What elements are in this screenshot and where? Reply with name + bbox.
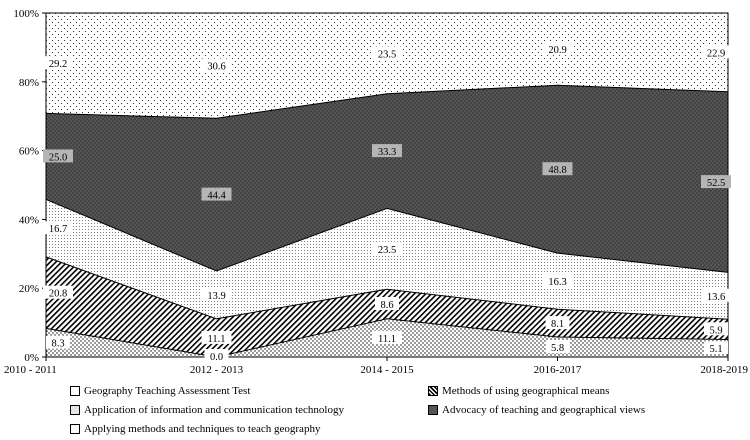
legend: Geography Teaching Assessment Test Metho… <box>0 381 750 440</box>
data-label: 44.4 <box>207 191 226 202</box>
data-label: 48.8 <box>548 165 566 176</box>
area-series-3 <box>46 85 728 273</box>
data-label-bg <box>43 285 73 299</box>
legend-label: Geography Teaching Assessment Test <box>84 385 251 397</box>
data-label: 5.8 <box>551 343 564 354</box>
data-label-bg <box>704 341 728 355</box>
data-label-bg <box>372 144 402 158</box>
data-label: 22.9 <box>707 48 725 59</box>
data-label: 23.5 <box>378 49 396 60</box>
data-label-bg <box>542 274 573 288</box>
legend-item-assessment-test: Geography Teaching Assessment Test <box>70 385 250 397</box>
data-label-bg <box>43 56 73 70</box>
x-tick-label: 2010 - 2011 <box>4 364 57 376</box>
x-tick-label: 2018-2019 <box>700 364 748 376</box>
series-boundary-2 <box>45 198 729 273</box>
data-label: 8.3 <box>51 339 64 350</box>
data-label-bg <box>201 287 232 301</box>
legend-swatch <box>70 405 80 415</box>
data-label-bg <box>704 322 728 336</box>
legend-label: Application of information and communica… <box>84 404 344 416</box>
data-label-bg <box>372 330 402 344</box>
legend-item-geographical-means: Methods of using geographical means <box>428 385 609 397</box>
data-label-bg <box>43 149 73 163</box>
data-label-bg <box>545 316 570 330</box>
y-tick-label: 0% <box>24 352 39 364</box>
legend-item-ict: Application of information and communica… <box>70 404 344 416</box>
data-label: 8.6 <box>380 300 393 311</box>
legend-item-advocacy: Advocacy of teaching and geographical vi… <box>428 404 645 416</box>
legend-label: Advocacy of teaching and geographical vi… <box>442 404 646 416</box>
data-label: 13.9 <box>207 291 225 302</box>
x-tick-label: 2014 - 2015 <box>360 364 414 376</box>
data-label: 5.9 <box>709 325 722 336</box>
data-label-bg <box>545 340 570 353</box>
data-label-bg <box>201 330 232 344</box>
data-label-bg <box>701 288 731 302</box>
x-tick-label: 2012 - 2013 <box>190 364 244 376</box>
legend-item-applying-methods: Applying methods and techniques to teach… <box>70 423 320 435</box>
y-tick-label: 20% <box>19 283 39 295</box>
data-label: 11.1 <box>378 334 396 345</box>
data-label-bg <box>701 175 731 189</box>
legend-swatch <box>70 424 80 434</box>
series-boundary-3 <box>45 84 729 119</box>
data-label-bg <box>43 221 73 235</box>
data-label-bg <box>204 349 229 362</box>
data-label: 16.3 <box>548 277 566 288</box>
data-label-bg <box>372 46 402 60</box>
data-label-bg <box>701 45 731 59</box>
x-tick-label: 2016-2017 <box>534 364 582 376</box>
y-tick-label: 60% <box>19 146 39 158</box>
data-label-bg <box>542 162 573 176</box>
data-label: 33.3 <box>378 147 396 158</box>
data-label-bg <box>375 297 399 310</box>
legend-swatch <box>70 386 80 396</box>
data-label: 16.7 <box>49 224 67 235</box>
data-label: 5.1 <box>709 344 722 355</box>
y-tick-label: 100% <box>13 8 39 20</box>
data-label-bg <box>46 335 70 349</box>
data-label: 11.1 <box>208 334 226 345</box>
y-tick-label: 80% <box>19 77 39 89</box>
data-label: 29.2 <box>49 59 67 70</box>
data-label: 23.5 <box>378 245 396 256</box>
legend-swatch <box>428 386 438 396</box>
data-label: 8.1 <box>551 319 564 330</box>
data-label-bg <box>201 187 232 201</box>
series-boundary-0 <box>45 318 729 358</box>
data-label: 0.0 <box>210 352 223 363</box>
data-label-bg <box>542 42 573 56</box>
data-label: 13.6 <box>707 292 725 303</box>
stacked-area-chart: 0% 20% 40% 60% 80% 100% 2010 - 2011 2012 - 2013… <box>4 8 748 376</box>
data-label: 20.9 <box>548 45 566 56</box>
data-label: 30.6 <box>207 62 225 73</box>
data-label: 25.0 <box>49 152 67 163</box>
series-boundary-1 <box>45 256 729 320</box>
area-series-4 <box>46 13 728 119</box>
data-label: 20.8 <box>49 289 67 300</box>
data-label-bg <box>201 58 232 72</box>
y-tick-label: 40% <box>19 214 39 226</box>
data-label: 52.5 <box>707 178 725 189</box>
data-label-bg <box>372 241 402 255</box>
legend-swatch <box>428 405 438 415</box>
legend-label: Applying methods and techniques to teach… <box>84 423 321 435</box>
legend-label: Methods of using geographical means <box>442 385 610 397</box>
